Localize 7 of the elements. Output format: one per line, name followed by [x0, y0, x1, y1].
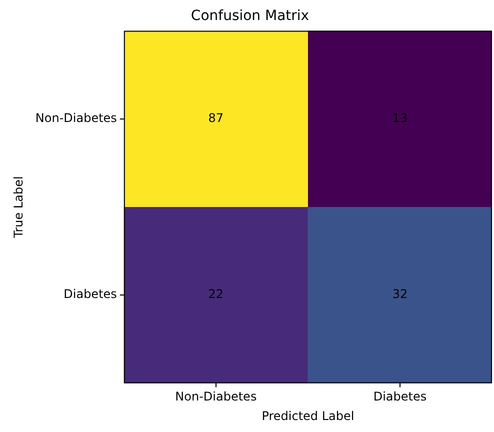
data-label: 13 — [392, 111, 408, 126]
data-label: 87 — [208, 111, 224, 126]
data-label: 22 — [208, 287, 224, 302]
y-axis-title: True Label — [11, 176, 26, 239]
data-label: 32 — [392, 287, 408, 302]
x-axis-title: Predicted Label — [262, 408, 354, 423]
chart-title: Confusion Matrix — [190, 8, 310, 24]
